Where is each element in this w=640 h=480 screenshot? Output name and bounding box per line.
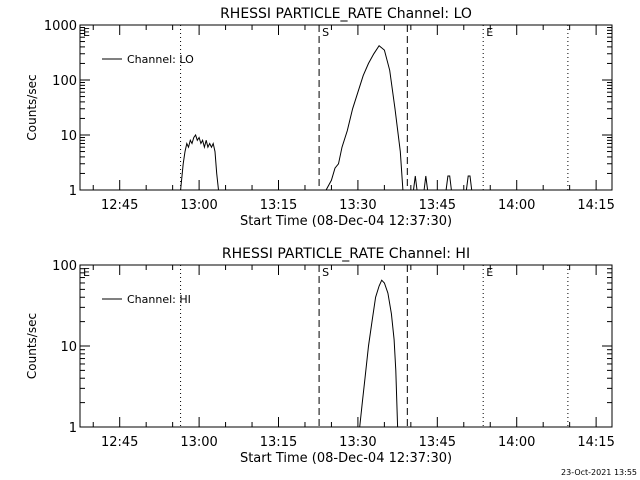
- y-tick-label: 10: [60, 340, 77, 355]
- x-tick-label: 13:15: [260, 435, 297, 450]
- series-line: [359, 279, 399, 428]
- plot-frame: [79, 24, 613, 191]
- y-tick-label: 100: [52, 74, 77, 89]
- series-line: [325, 44, 404, 191]
- x-tick-label: 14:15: [577, 435, 614, 450]
- x-axis-label: Start Time (08-Dec-04 12:37:30): [240, 451, 452, 466]
- lo-channel-panel: RHESSI PARTICLE_RATE Channel: LO Start T…: [25, 6, 615, 229]
- x-tick-label: 13:45: [419, 435, 456, 450]
- plot-frame: [79, 264, 613, 428]
- marker-label: S: [322, 26, 329, 39]
- series-line: [180, 133, 219, 191]
- y-tick-label: 1: [69, 421, 77, 436]
- x-tick-label: 13:15: [260, 198, 297, 213]
- series-line: [465, 175, 473, 191]
- x-tick-label: 13:30: [339, 435, 376, 450]
- x-tick-label: 13:30: [339, 198, 376, 213]
- y-tick-label: 100: [52, 259, 77, 274]
- hi-channel-panel: RHESSI PARTICLE_RATE Channel: HI Start T…: [25, 246, 615, 466]
- legend-label: Channel: LO: [127, 53, 194, 66]
- y-tick-label: 1: [69, 184, 77, 199]
- y-tick-label: 1000: [44, 19, 77, 34]
- x-tick-label: 13:00: [180, 198, 217, 213]
- x-tick-label: 14:00: [498, 435, 535, 450]
- marker-label: E: [486, 266, 493, 279]
- series-line: [445, 175, 452, 191]
- y-axis-label: Counts/sec: [25, 74, 39, 140]
- y-axis-label: Counts/sec: [25, 313, 39, 379]
- marker-label: E: [83, 26, 90, 39]
- marker-label: E: [83, 266, 90, 279]
- x-axis-label: Start Time (08-Dec-04 12:37:30): [240, 214, 452, 229]
- series-line: [423, 175, 429, 191]
- marker-label: S: [322, 266, 329, 279]
- generation-timestamp: 23-Oct-2021 13:55: [561, 468, 637, 477]
- x-tick-label: 13:00: [180, 435, 217, 450]
- x-tick-label: 14:15: [577, 198, 614, 213]
- y-tick-label: 10: [60, 129, 77, 144]
- series-line: [413, 175, 418, 191]
- x-tick-label: 13:45: [419, 198, 456, 213]
- chart-title: RHESSI PARTICLE_RATE Channel: HI: [222, 246, 470, 262]
- legend-label: Channel: HI: [127, 293, 191, 306]
- x-tick-label: 12:45: [101, 198, 138, 213]
- marker-label: E: [486, 26, 493, 39]
- x-tick-label: 12:45: [101, 435, 138, 450]
- x-tick-label: 14:00: [498, 198, 535, 213]
- chart-title: RHESSI PARTICLE_RATE Channel: LO: [220, 6, 472, 22]
